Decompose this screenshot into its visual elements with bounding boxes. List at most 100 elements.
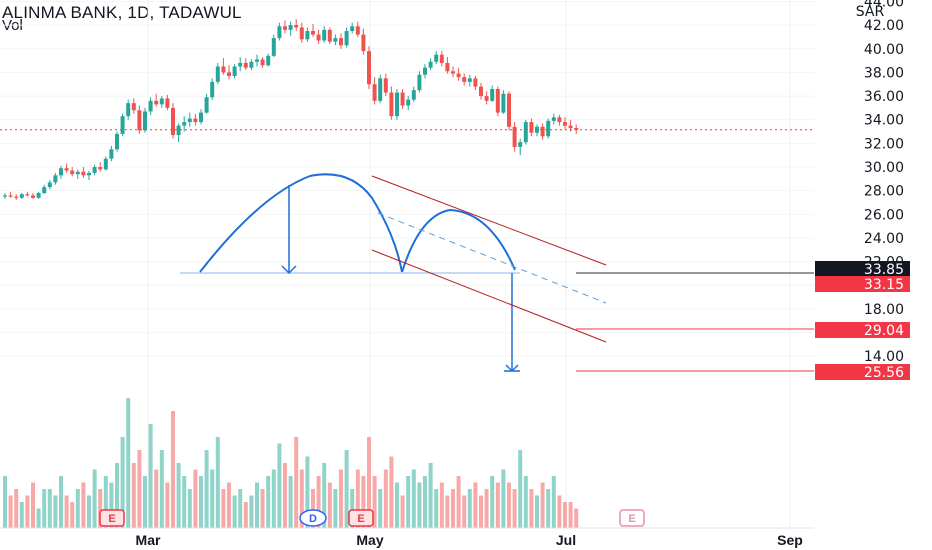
candle-body — [428, 61, 433, 68]
y-tick-label: 26.00 — [864, 207, 904, 223]
candle-body — [14, 196, 19, 198]
volume-bar — [400, 495, 405, 528]
volume-bar — [339, 469, 343, 528]
volume-bar — [355, 469, 360, 528]
candle-body — [92, 167, 97, 173]
candle-body — [221, 66, 226, 73]
volume-bar — [70, 502, 75, 528]
earnings-marker[interactable]: E — [99, 509, 125, 527]
volume-bar — [277, 443, 282, 528]
volume-bar — [512, 489, 517, 528]
target-2-label: 25.56 — [864, 365, 904, 381]
volume-bar — [372, 476, 377, 528]
volume-bar — [3, 476, 7, 528]
volume-bar — [361, 476, 366, 528]
marker-label: E — [628, 513, 635, 525]
candle-body — [277, 26, 282, 39]
volume-bar — [462, 495, 467, 528]
volume-bar — [148, 424, 153, 528]
candle-body — [546, 120, 551, 137]
candle-body — [165, 98, 170, 108]
volume-bar — [495, 482, 500, 528]
volume-bar — [563, 502, 567, 528]
chart-drawings — [0, 129, 814, 373]
candle-body — [383, 78, 388, 93]
candle-body — [445, 62, 450, 72]
volume-bar — [350, 489, 355, 528]
candle-body — [322, 29, 327, 41]
y-tick-label: 44.00 — [864, 0, 904, 10]
volume-bar — [193, 469, 198, 528]
candle-body — [266, 55, 271, 66]
candle-body — [115, 133, 119, 150]
volume-bar — [574, 508, 579, 528]
last-price-label: 33.85 — [864, 262, 904, 278]
volume-bar — [109, 482, 114, 528]
candle-body — [232, 66, 237, 76]
candle-body — [456, 73, 461, 78]
volume-bar — [434, 489, 439, 528]
volume-bar — [490, 476, 495, 528]
volume-bar — [75, 489, 80, 528]
candle-body — [53, 175, 58, 183]
candle-body — [557, 117, 562, 123]
candle-body — [372, 84, 377, 101]
volume-bar — [25, 495, 30, 528]
candle-body — [299, 27, 304, 40]
volume-bar — [501, 469, 506, 528]
y-tick-label: 36.00 — [864, 89, 904, 105]
marker-badge — [99, 509, 125, 527]
earnings-marker[interactable]: E — [348, 509, 374, 527]
candle-body — [59, 168, 63, 176]
marker-badge — [348, 509, 374, 527]
candle-body — [260, 59, 265, 66]
volume-bar — [322, 463, 327, 528]
volume-bar — [288, 476, 293, 528]
candle-body — [25, 194, 30, 196]
candle-body — [87, 172, 91, 176]
candle-body — [389, 92, 394, 117]
candle-body — [154, 100, 159, 105]
y-tick-label: 32.00 — [864, 136, 904, 152]
volume-bar — [221, 489, 226, 528]
candle-body — [215, 66, 220, 82]
volume-bar — [19, 502, 24, 528]
candle-body — [339, 38, 343, 46]
candle-body — [103, 158, 108, 170]
channel-lower — [371, 249, 607, 343]
y-tick-label: 24.00 — [864, 231, 904, 247]
volume-bar — [311, 489, 315, 528]
x-tick-label: Sep — [777, 532, 803, 548]
candle-body — [512, 126, 517, 147]
candle-body — [484, 96, 489, 101]
earnings-marker[interactable]: E — [619, 509, 645, 527]
marker-badge — [619, 509, 645, 527]
candle-body — [19, 194, 24, 198]
volume-bar — [406, 476, 411, 528]
volume-bar — [456, 476, 461, 528]
volume-bar — [31, 482, 35, 528]
candle-body — [109, 149, 114, 159]
candle-body — [249, 61, 254, 68]
target-2-label-bg — [815, 364, 910, 380]
volume-bar — [8, 495, 13, 528]
volume-bar — [92, 469, 97, 528]
volume-bar — [260, 489, 265, 528]
candle-body — [361, 34, 366, 52]
volume-bar — [249, 495, 254, 528]
volume-bar — [36, 508, 41, 528]
candle-body — [551, 117, 556, 121]
arrow-head-right — [504, 364, 520, 373]
candle-body — [64, 168, 69, 171]
candle-body — [47, 182, 52, 188]
volume-bar — [143, 476, 147, 528]
volume-bar — [283, 463, 287, 528]
volume-bar — [479, 495, 483, 528]
volume-bar — [299, 469, 304, 528]
candle-body — [473, 78, 478, 87]
volume-bar — [423, 476, 427, 528]
candle-body — [406, 99, 411, 106]
dividend-marker[interactable]: D — [299, 509, 327, 527]
last-price-label-bg — [815, 261, 910, 277]
